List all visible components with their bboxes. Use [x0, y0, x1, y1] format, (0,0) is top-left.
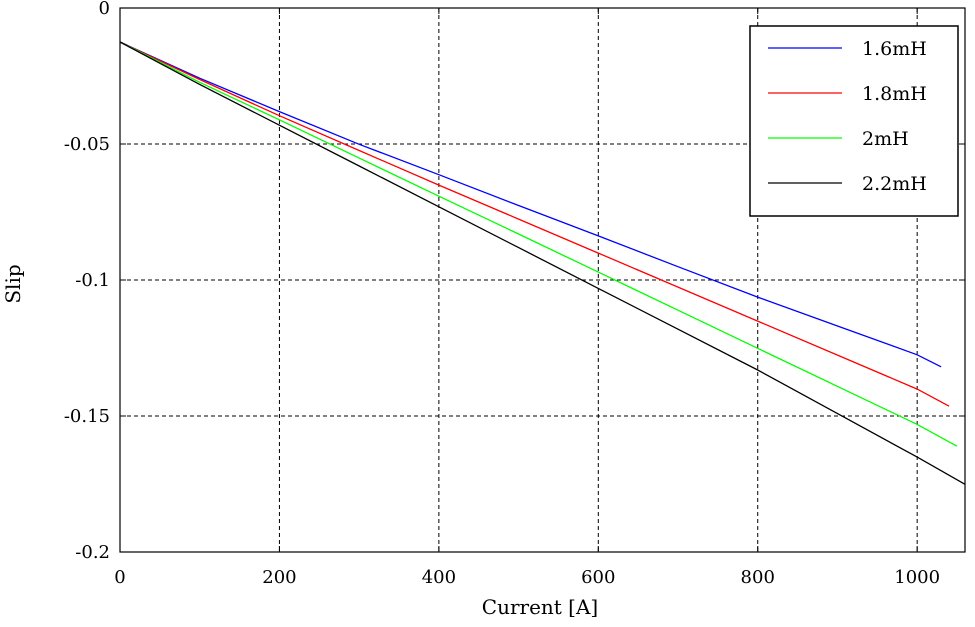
legend-label: 2.2mH	[862, 173, 927, 195]
y-tick-label: -0.1	[75, 270, 110, 291]
x-tick-label: 800	[741, 567, 775, 588]
x-tick-label: 600	[581, 567, 615, 588]
series-line-1.6mH	[119, 41, 942, 368]
x-tick-label: 1000	[894, 567, 940, 588]
series-line-2.2mH	[119, 41, 966, 485]
grid	[120, 8, 965, 552]
series-line-1.8mH	[119, 41, 950, 407]
x-tick-label: 200	[262, 567, 296, 588]
y-tick-label: -0.2	[75, 542, 110, 563]
x-axis-label: Current [A]	[482, 595, 598, 619]
y-tick-label: -0.05	[64, 134, 110, 155]
series-line-2mH	[119, 41, 958, 447]
axis-ticks: 0 200 400 600 800 1000 0 -0.05 -0.1 -0.15 -0.2	[64, 0, 965, 588]
x-tick-label: 0	[114, 567, 125, 588]
legend-label: 1.6mH	[862, 38, 927, 60]
legend-label: 1.8mH	[862, 83, 927, 105]
legend-box	[749, 25, 959, 217]
y-tick-label: -0.15	[64, 406, 110, 427]
y-tick-label: 0	[99, 0, 110, 19]
y-axis-label: Slip	[1, 264, 25, 303]
legend-label: 2mH	[862, 128, 909, 150]
x-tick-label: 400	[422, 567, 456, 588]
legend: 1.6mH 1.8mH 2mH 2.2mH	[749, 25, 959, 217]
series-lines	[119, 41, 966, 485]
